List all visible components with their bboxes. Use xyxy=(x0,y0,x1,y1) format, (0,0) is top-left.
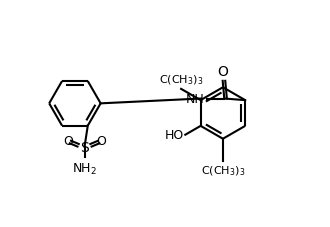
Text: HO: HO xyxy=(164,129,184,142)
Text: S: S xyxy=(80,140,89,154)
Text: O: O xyxy=(217,65,228,79)
Text: C(CH$_3$)$_3$: C(CH$_3$)$_3$ xyxy=(201,164,245,178)
Text: NH$_2$: NH$_2$ xyxy=(72,161,97,176)
Text: NH: NH xyxy=(186,93,205,106)
Text: O: O xyxy=(63,134,73,147)
Text: O: O xyxy=(96,134,106,147)
Text: C(CH$_3$)$_3$: C(CH$_3$)$_3$ xyxy=(159,73,203,87)
